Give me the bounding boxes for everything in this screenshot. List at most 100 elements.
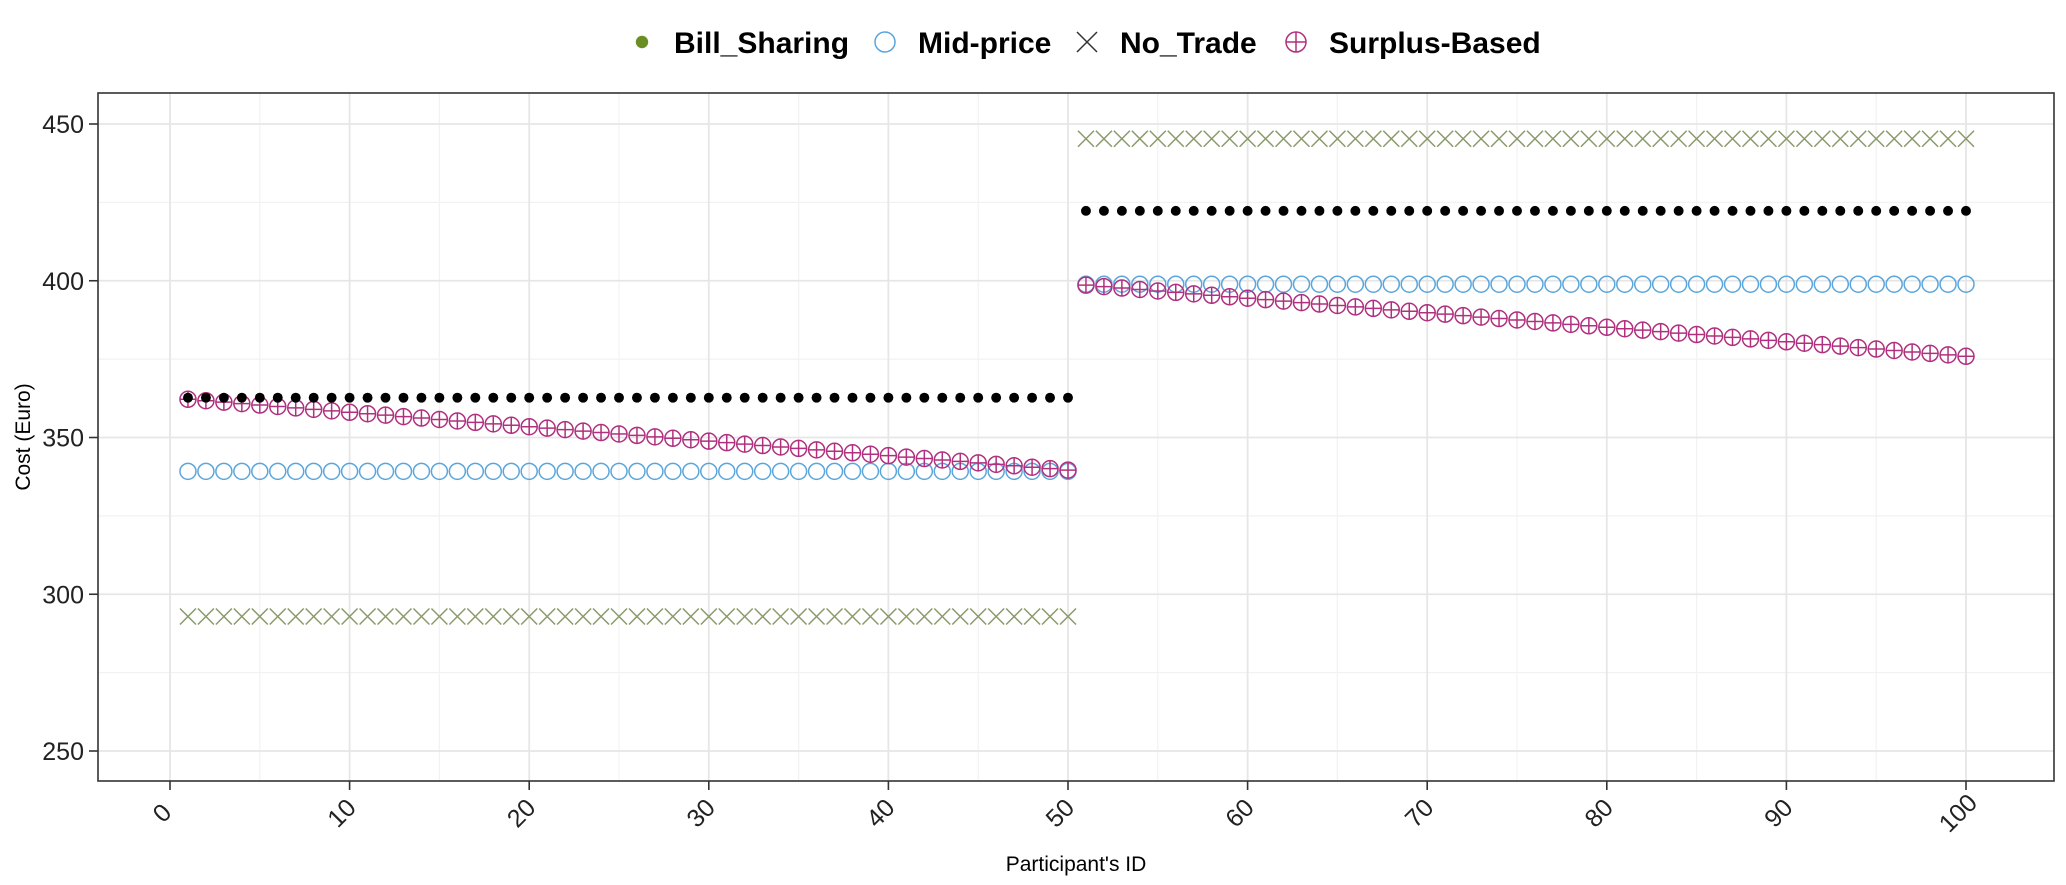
- data-point: [682, 430, 700, 449]
- data-point: [1544, 314, 1562, 332]
- data-point: [664, 607, 682, 626]
- data-point: [1634, 130, 1652, 148]
- data-point: [1637, 205, 1648, 216]
- data-point: [592, 462, 610, 481]
- data-point: [538, 607, 556, 626]
- data-point: [556, 420, 574, 439]
- data-point: [1422, 205, 1433, 216]
- data-point: [1670, 130, 1688, 148]
- data-point: [1512, 205, 1522, 216]
- data-point: [1260, 205, 1271, 216]
- data-point: [394, 407, 413, 426]
- data-point: [1220, 288, 1239, 306]
- data-point: [1777, 130, 1795, 148]
- data-point: [1167, 130, 1185, 148]
- data-point: [323, 607, 341, 626]
- data-point: [466, 607, 484, 626]
- data-point: [1723, 328, 1742, 347]
- data-point: [1400, 275, 1418, 293]
- data-point: [520, 417, 538, 436]
- data-point: [1167, 283, 1185, 302]
- data-point: [452, 392, 463, 403]
- data-point: [1867, 340, 1885, 358]
- data-point: [1472, 275, 1490, 293]
- data-point: [736, 607, 754, 626]
- legend: Bill_Sharing Mid-price No_Trade Surplus-Bas…: [635, 27, 1541, 60]
- data-point: [1526, 130, 1544, 148]
- data-point: [1239, 130, 1257, 148]
- data-point: [901, 392, 912, 403]
- legend-label: Bill_Sharing: [674, 27, 849, 60]
- data-point: [322, 402, 341, 420]
- data-point: [1314, 205, 1325, 216]
- data-point: [1889, 205, 1900, 216]
- legend-item: Bill_Sharing: [635, 27, 849, 60]
- data-point: [1598, 318, 1616, 337]
- data-point: [1651, 275, 1670, 293]
- data-point: [1224, 205, 1235, 216]
- data-point: [448, 462, 467, 481]
- data-point: [376, 462, 395, 481]
- data-point: [269, 607, 287, 626]
- data-point: [1454, 306, 1472, 325]
- data-point: [466, 413, 485, 432]
- data-point: [1346, 130, 1364, 148]
- data-point: [865, 392, 876, 403]
- data-point: [1741, 330, 1760, 348]
- data-point: [991, 392, 1002, 403]
- data-point: [1404, 205, 1415, 216]
- data-point: [359, 607, 377, 626]
- data-point: [1257, 130, 1275, 148]
- data-point: [542, 392, 553, 403]
- data-point: [646, 607, 664, 626]
- data-point: [1436, 130, 1454, 148]
- data-point: [1472, 308, 1490, 326]
- data-point: [700, 462, 718, 481]
- data-point: [592, 423, 610, 442]
- data-point: [793, 392, 804, 403]
- data-point: [1095, 277, 1113, 296]
- series-surplus-based: [179, 276, 1975, 479]
- data-point: [843, 462, 862, 481]
- data-point: [735, 435, 754, 453]
- data-point: [1063, 392, 1073, 403]
- data-point: [502, 416, 520, 435]
- data-point: [754, 607, 772, 626]
- data-point: [1867, 130, 1885, 148]
- data-point: [1781, 205, 1792, 216]
- data-point: [304, 462, 323, 481]
- y-tick-label: 350: [42, 425, 84, 453]
- data-point: [484, 607, 502, 626]
- series-bill-sharing: [183, 205, 1971, 403]
- data-point: [1691, 205, 1702, 216]
- x-tick-label: 60: [1220, 794, 1259, 833]
- data-point: [341, 607, 359, 626]
- data-point: [1292, 130, 1311, 148]
- data-point: [879, 446, 898, 465]
- data-points: [179, 130, 1975, 626]
- data-point: [771, 462, 790, 481]
- data-point: [484, 462, 503, 481]
- data-point: [1149, 130, 1167, 148]
- data-point: [937, 392, 948, 403]
- legend-key-icon: [1076, 31, 1098, 53]
- x-tick-label: 80: [1579, 794, 1618, 833]
- data-point: [218, 392, 229, 403]
- data-point: [376, 607, 395, 626]
- data-point: [1633, 275, 1652, 293]
- legend-label: Mid-price: [918, 27, 1051, 60]
- data-point: [1149, 282, 1167, 300]
- data-point: [933, 451, 952, 469]
- data-point: [646, 428, 664, 446]
- data-point: [1601, 205, 1612, 216]
- data-point: [1045, 392, 1056, 403]
- data-point: [1490, 130, 1508, 148]
- data-point: [1777, 275, 1796, 293]
- data-point: [1131, 280, 1149, 299]
- data-point: [861, 445, 880, 463]
- data-point: [233, 462, 251, 481]
- legend-key-icon: [874, 31, 896, 53]
- data-point: [664, 429, 682, 448]
- data-point: [484, 415, 503, 433]
- data-point: [1458, 205, 1469, 216]
